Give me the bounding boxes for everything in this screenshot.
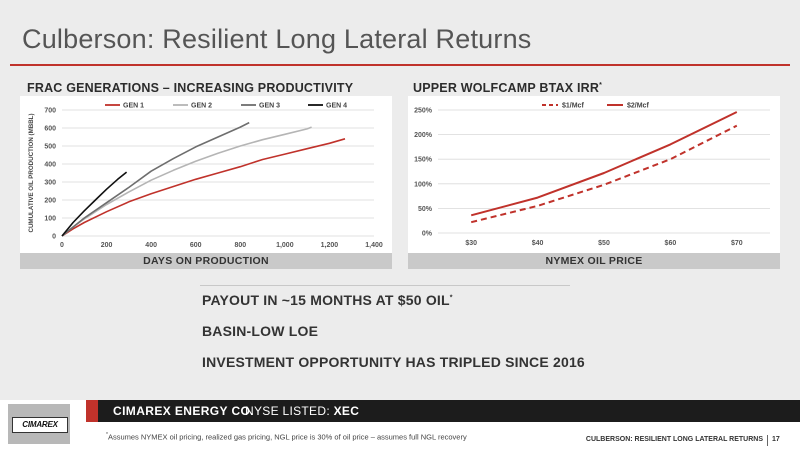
brand-accent xyxy=(86,400,98,422)
right-chart-ytick-label: 250% xyxy=(414,108,433,115)
listing-prefix: NYSE LISTED: xyxy=(245,404,334,418)
page-title: Culberson: Resilient Long Lateral Return… xyxy=(22,24,532,54)
footnote: *Assumes NYMEX oil pricing, realized gas… xyxy=(106,432,467,442)
legend-label-2-mcf: $2/Mcf xyxy=(627,103,649,110)
left-chart-ytick-label: 400 xyxy=(44,162,56,169)
left-chart-background xyxy=(20,96,392,253)
right-chart-xtick-label: $50 xyxy=(598,240,610,247)
right-chart-heading-text: UPPER WOLFCAMP BTAX IRR xyxy=(413,81,600,95)
title-rule xyxy=(10,64,790,66)
bullet-payout-marker: * xyxy=(449,294,453,302)
right-chart-ytick-label: 100% xyxy=(414,181,433,188)
bullet-payout-text: PAYOUT IN ~15 MONTHS AT $50 OIL xyxy=(202,292,450,308)
listing-ticker: XEC xyxy=(333,404,360,418)
left-chart-ytick-label: 600 xyxy=(44,126,56,133)
legend-label-1-mcf: $1/Mcf xyxy=(562,103,584,110)
company-name: CIMAREX ENERGY CO. xyxy=(113,404,254,418)
footnote-marker: * xyxy=(106,432,108,438)
page-number: 17 xyxy=(772,436,780,443)
right-chart-ytick-label: 150% xyxy=(414,157,433,164)
bullet-investment: INVESTMENT OPPORTUNITY HAS TRIPLED SINCE… xyxy=(202,354,585,370)
right-chart-footer: NYMEX OIL PRICE xyxy=(408,253,780,269)
series-line-1-mcf xyxy=(470,124,738,224)
left-chart-ytick-label: 500 xyxy=(44,144,56,151)
series-line-gen-4 xyxy=(61,171,128,237)
footer-page-title: CULBERSON: RESILIENT LONG LATERAL RETURN… xyxy=(585,436,763,443)
left-chart-xtick-label: 800 xyxy=(234,242,246,249)
company-logo-text: CIMAREX xyxy=(12,417,68,433)
right-chart-xtick-label: $70 xyxy=(731,240,743,247)
left-chart-xtick-label: 200 xyxy=(101,242,113,249)
left-chart-xtick-label: 1,200 xyxy=(321,242,339,249)
left-chart-heading-text: FRAC GENERATIONS – INCREASING PRODUCTIVI… xyxy=(27,81,354,95)
legend-label-gen-2: GEN 2 xyxy=(191,103,212,110)
bullet-payout: PAYOUT IN ~15 MONTHS AT $50 OIL* xyxy=(202,292,453,308)
left-chart-xtick-label: 0 xyxy=(60,242,64,249)
right-chart-xtick-label: $40 xyxy=(532,240,544,247)
right-chart-xtick-label: $30 xyxy=(465,240,477,247)
legend-label-gen-4: GEN 4 xyxy=(326,103,347,110)
series-line-gen-3 xyxy=(61,121,250,237)
series-line-gen-2 xyxy=(61,126,312,237)
left-chart-ytick-label: 300 xyxy=(44,180,56,187)
legend-label-gen-3: GEN 3 xyxy=(259,103,280,110)
brand-bar xyxy=(86,400,800,422)
stock-listing: NYSE LISTED: XEC xyxy=(245,404,359,418)
left-chart-heading: FRAC GENERATIONS – INCREASING PRODUCTIVI… xyxy=(27,81,353,95)
left-chart-ytick-label: 100 xyxy=(44,216,56,223)
right-chart-background xyxy=(408,96,780,253)
left-chart-footer: DAYS ON PRODUCTION xyxy=(20,253,392,269)
left-chart-xtick-label: 1,000 xyxy=(276,242,294,249)
legend-label-gen-1: GEN 1 xyxy=(123,103,144,110)
left-chart-xtick-label: 400 xyxy=(145,242,157,249)
left-chart-ytick-label: 200 xyxy=(44,198,56,205)
right-chart-xtick-label: $60 xyxy=(665,240,677,247)
left-chart-y-axis-label: CUMULATIVE OIL PRODUCTION (MBBL) xyxy=(28,113,35,232)
left-chart: 0 100 200 300 400 500 600 700 0 200 400 600 800 1,000… xyxy=(20,96,392,253)
footer-separator xyxy=(767,435,768,446)
right-chart: 0% 50% 100% 150% 200% 250% $30 $40 $50 $60 $70 $1/M… xyxy=(408,96,780,253)
right-chart-heading-marker: * xyxy=(599,81,603,89)
right-chart-ytick-label: 0% xyxy=(422,231,433,238)
left-chart-ytick-label: 700 xyxy=(44,108,56,115)
footnote-text: Assumes NYMEX oil pricing, realized gas … xyxy=(107,432,467,442)
section-divider xyxy=(200,285,570,286)
right-chart-heading: UPPER WOLFCAMP BTAX IRR* xyxy=(413,81,602,95)
right-chart-ytick-label: 200% xyxy=(414,132,433,139)
bullet-loe: BASIN-LOW LOE xyxy=(202,323,319,339)
right-chart-ytick-label: 50% xyxy=(418,206,433,213)
left-chart-xtick-label: 1,400 xyxy=(365,242,383,249)
left-chart-xtick-label: 600 xyxy=(190,242,202,249)
left-chart-ytick-label: 0 xyxy=(52,234,56,241)
series-line-2-mcf xyxy=(470,111,738,217)
series-line-gen-1 xyxy=(61,138,346,237)
